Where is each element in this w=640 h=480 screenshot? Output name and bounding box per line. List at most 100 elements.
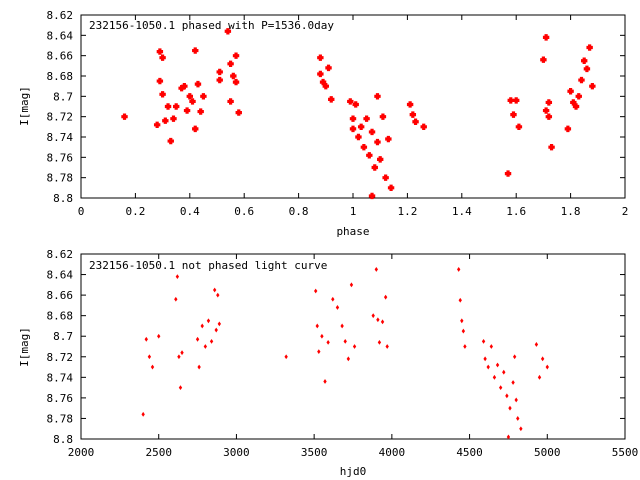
phased-data-point bbox=[542, 34, 550, 41]
unphased-data-point bbox=[540, 356, 545, 362]
phased-data-point bbox=[349, 115, 357, 122]
phased-data-point bbox=[189, 98, 196, 105]
unphased-data-point bbox=[150, 364, 155, 370]
unphased-x-tick-label: 5000 bbox=[534, 446, 561, 459]
unphased-data-point bbox=[315, 323, 319, 329]
phased-light-curve-panel: 232156-1050.1 phased with P=1536.0day ph… bbox=[18, 9, 628, 238]
unphased-y-tick-label: 8.74 bbox=[47, 371, 74, 384]
unphased-data-point bbox=[214, 327, 218, 333]
phased-data-point bbox=[183, 107, 191, 114]
unphased-x-tick-label: 3000 bbox=[223, 446, 250, 459]
phased-data-point bbox=[355, 133, 362, 141]
phased-data-point bbox=[192, 125, 199, 133]
phased-data-point bbox=[420, 123, 427, 131]
phased-x-tick-label: 1 bbox=[350, 205, 357, 218]
unphased-y-tick-label: 8.62 bbox=[47, 248, 74, 261]
unphased-data-point bbox=[380, 319, 385, 325]
phased-data-point bbox=[194, 80, 202, 88]
unphased-x-tick-label: 2000 bbox=[68, 446, 95, 459]
phased-data-point bbox=[377, 156, 384, 163]
phased-x-tick-label: 0.8 bbox=[289, 205, 309, 218]
phased-data-point bbox=[374, 93, 381, 100]
phased-data-point bbox=[173, 103, 180, 110]
phased-y-ticks: 8.62 8.64 8.66 8.68 8.7 8.72 8.74 8.76 8.78 8.8 bbox=[47, 9, 625, 205]
phased-y-axis-label: I[mag] bbox=[18, 86, 31, 126]
unphased-y-tick-label: 8.64 bbox=[47, 269, 74, 282]
phased-y-tick-label: 8.62 bbox=[47, 9, 74, 22]
unphased-data-point bbox=[212, 287, 217, 293]
unphased-x-tick-label: 4500 bbox=[456, 446, 483, 459]
unphased-data-point bbox=[174, 296, 178, 302]
unphased-light-curve-panel: 232156-1050.1 not phased light curve hjd… bbox=[18, 248, 638, 478]
phased-data-point bbox=[121, 113, 128, 120]
phased-data-point bbox=[317, 54, 324, 61]
phased-data-point bbox=[368, 128, 376, 136]
unphased-data-point bbox=[209, 338, 214, 344]
unphased-data-point bbox=[147, 354, 152, 360]
phased-y-tick-label: 8.72 bbox=[47, 111, 74, 124]
phased-data-point bbox=[322, 82, 329, 90]
unphased-data-point bbox=[343, 338, 347, 344]
unphased-data-point bbox=[331, 296, 335, 302]
unphased-data-point bbox=[502, 369, 506, 375]
unphased-x-tick-label: 4000 bbox=[379, 446, 406, 459]
phased-data-point bbox=[406, 101, 414, 108]
unphased-data-point bbox=[537, 374, 542, 380]
unphased-data-point bbox=[144, 336, 148, 342]
unphased-data-point bbox=[458, 297, 462, 303]
unphased-data-point bbox=[175, 274, 180, 280]
phased-data-point bbox=[507, 97, 514, 104]
unphased-data-point bbox=[483, 356, 487, 362]
unphased-data-point bbox=[346, 356, 351, 362]
phased-data-point bbox=[409, 111, 417, 118]
phased-data-point bbox=[586, 44, 593, 51]
unphased-data-point bbox=[284, 354, 288, 360]
phased-data-point bbox=[347, 98, 354, 105]
unphased-data-point bbox=[545, 364, 549, 370]
unphased-x-tick-label: 3500 bbox=[301, 446, 328, 459]
phased-data-point bbox=[374, 138, 381, 146]
phased-data-point bbox=[325, 64, 332, 72]
phased-data-point bbox=[159, 91, 166, 98]
phased-data-point bbox=[232, 52, 240, 59]
unphased-data-point bbox=[481, 338, 486, 344]
phased-data-point bbox=[387, 184, 395, 192]
phased-data-point bbox=[412, 118, 419, 125]
unphased-data-point bbox=[335, 305, 340, 310]
phased-x-tick-label: 0.6 bbox=[234, 205, 254, 218]
unphased-data-point bbox=[460, 318, 464, 324]
unphased-data-point bbox=[157, 333, 161, 339]
unphased-data-point bbox=[141, 411, 145, 417]
unphased-data-points bbox=[141, 267, 549, 440]
phased-x-tick-label: 0.2 bbox=[125, 205, 145, 218]
phased-x-tick-label: 1.4 bbox=[452, 205, 472, 218]
unphased-y-ticks: 8.62 8.64 8.66 8.68 8.7 8.72 8.74 8.76 8.78 8.8 bbox=[47, 248, 625, 446]
unphased-data-point bbox=[492, 374, 497, 380]
phased-data-point bbox=[352, 101, 359, 108]
phased-data-point bbox=[230, 72, 237, 80]
unphased-data-point bbox=[216, 292, 220, 298]
unphased-data-point bbox=[383, 294, 388, 300]
phased-data-point bbox=[583, 65, 591, 73]
phased-x-tick-label: 1.8 bbox=[561, 205, 581, 218]
phased-x-tick-label: 0.4 bbox=[180, 205, 200, 218]
unphased-y-tick-label: 8.72 bbox=[47, 351, 74, 364]
unphased-data-point bbox=[374, 267, 378, 272]
phased-y-tick-label: 8.74 bbox=[47, 131, 74, 144]
unphased-plot-frame bbox=[80, 253, 626, 440]
unphased-data-point bbox=[326, 339, 330, 345]
phased-data-point bbox=[232, 78, 240, 86]
phased-data-point bbox=[548, 143, 555, 151]
phased-data-point bbox=[572, 103, 580, 110]
unphased-x-ticks: 2000 2500 3000 3500 4000 4500 5000 5500 bbox=[68, 254, 638, 459]
unphased-data-point bbox=[516, 416, 520, 421]
phased-y-tick-label: 8.76 bbox=[47, 151, 74, 164]
phased-x-axis-label: phase bbox=[336, 225, 369, 238]
phased-y-tick-label: 8.66 bbox=[47, 50, 74, 63]
phased-data-point bbox=[317, 70, 324, 78]
phased-data-point bbox=[504, 170, 512, 177]
unphased-data-point bbox=[180, 350, 184, 356]
unphased-data-point bbox=[489, 344, 494, 349]
phased-data-point bbox=[357, 123, 365, 131]
unphased-data-point bbox=[534, 342, 539, 347]
